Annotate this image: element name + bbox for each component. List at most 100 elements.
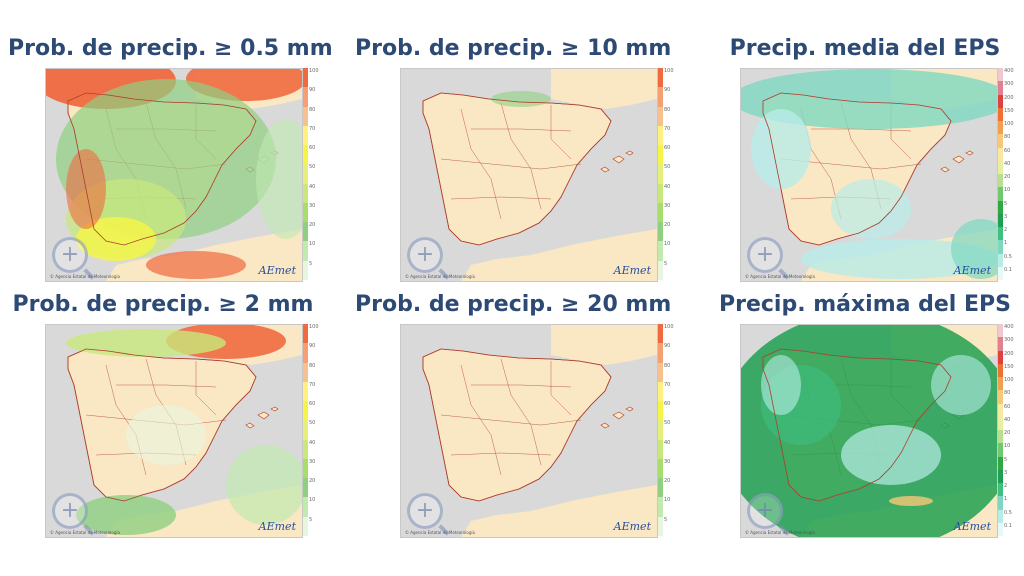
zoom-icon[interactable]: +: [407, 493, 443, 529]
scale-tick-label: 300: [1004, 81, 1014, 88]
map-panel-max[interactable]: Precip. máxima del EPS + AEmet © Agencia Es…: [710, 292, 1020, 552]
scale-tick-label: 10: [309, 497, 316, 504]
scale-tick-label: 150: [1004, 107, 1014, 114]
scale-tick-label: 20: [309, 478, 316, 485]
scale-tick-label: 400: [1004, 68, 1014, 74]
scale-tick-label: 0.1: [1004, 522, 1012, 529]
scale-tick-label: 20: [664, 478, 671, 485]
scale-swatch: [303, 145, 308, 165]
scale-swatch: [998, 390, 1003, 404]
credit-text: © Agencia Estatal de Meteorología: [50, 274, 120, 279]
precip-area: [76, 495, 176, 535]
scale-tick-label: 60: [309, 145, 316, 152]
zoom-icon[interactable]: +: [747, 493, 783, 529]
precip-area: [76, 217, 156, 261]
scale-swatch: [658, 439, 663, 459]
map-panel-p10[interactable]: Prob. de precip. ≥ 10 mm + AEmet © Agencia …: [355, 36, 674, 296]
scale-tick-label: 90: [309, 343, 316, 350]
scale-tick-label: 80: [309, 106, 316, 113]
scale-swatch: [658, 183, 663, 203]
scale-swatch: [998, 253, 1003, 267]
scale-tick-label: 150: [1004, 363, 1014, 370]
scale-tick-label: 100: [309, 68, 319, 74]
precip-area: [751, 109, 811, 189]
scale-tick-label: 0.5: [1004, 509, 1012, 516]
precip-area: [741, 69, 997, 129]
scale-swatch: [658, 241, 663, 261]
map-panel-p20[interactable]: Prob. de precip. ≥ 20 mm + AEmet © Agencia …: [355, 292, 674, 552]
scale-swatch: [998, 443, 1003, 457]
scale-swatch: [658, 401, 663, 421]
scale-tick-label: 100: [309, 324, 319, 330]
forecast-map[interactable]: + AEmet © Agencia Estatal de Meteorología: [740, 324, 998, 538]
scale-swatch: [658, 164, 663, 184]
color-scale-bar: 100 90 80 70 60 50 40 30 20 10 5: [658, 68, 674, 280]
credit-text: © Agencia Estatal de Meteorología: [405, 530, 475, 535]
scale-tick-label: 40: [309, 439, 316, 446]
color-scale-bar: 400 300 200 150 100 80 60 40 20 10 5 3 2 1 0.5 0.1: [998, 324, 1014, 536]
scale-tick-label: 200: [1004, 350, 1014, 357]
scale-tick-label: 50: [309, 420, 316, 427]
scale-swatch: [998, 266, 1003, 280]
credit-text: © Agencia Estatal de Meteorología: [745, 274, 815, 279]
scale-swatch: [658, 343, 663, 363]
scale-swatch: [998, 200, 1003, 214]
forecast-map[interactable]: + AEmet © Agencia Estatal de Meteorología: [45, 68, 303, 282]
credit-text: © Agencia Estatal de Meteorología: [405, 274, 475, 279]
scale-tick-label: 3: [1004, 469, 1008, 476]
map-panel-p05[interactable]: Prob. de precip. ≥ 0.5 mm + AEmet © Agencia…: [8, 36, 333, 296]
scale-tick-label: 1: [1004, 496, 1008, 503]
scale-tick-label: 100: [664, 68, 674, 74]
scale-tick-label: 10: [309, 241, 316, 248]
scale-tick-label: 60: [1004, 403, 1011, 410]
scale-swatch: [303, 202, 308, 223]
precip-area: [226, 445, 302, 525]
forecast-map[interactable]: + AEmet © Agencia Estatal de Meteorología: [400, 324, 658, 538]
precip-area: [831, 179, 911, 239]
forecast-map[interactable]: + AEmet © Agencia Estatal de Meteorología: [45, 324, 303, 538]
scale-swatch: [303, 478, 308, 498]
zoom-icon[interactable]: +: [747, 237, 783, 273]
forecast-map[interactable]: + AEmet © Agencia Estatal de Meteorología: [400, 68, 658, 282]
scale-swatch: [998, 509, 1003, 523]
scale-swatch: [303, 324, 308, 344]
scale-swatch: [998, 121, 1003, 135]
plus-icon: +: [755, 242, 775, 267]
scale-swatch: [303, 420, 308, 440]
scale-swatch: [303, 516, 308, 536]
scale-swatch: [998, 456, 1003, 470]
map-panel-p2[interactable]: Prob. de precip. ≥ 2 mm + AEmet © Agencia E…: [8, 292, 319, 552]
aemet-logo: AEmet: [953, 264, 991, 277]
scale-swatch: [303, 343, 308, 363]
map-graphic: [741, 69, 997, 281]
zoom-icon[interactable]: +: [52, 237, 88, 273]
precip-area: [256, 119, 302, 239]
scale-tick-label: 80: [1004, 390, 1011, 397]
forecast-map[interactable]: + AEmet © Agencia Estatal de Meteorología: [740, 68, 998, 282]
aemet-logo: AEmet: [258, 520, 296, 533]
precip-area: [146, 251, 246, 279]
scale-swatch: [658, 497, 663, 517]
scale-tick-label: 5: [664, 516, 668, 523]
map-panel-mean[interactable]: Precip. media del EPS + AEmet © Agencia Est…: [710, 36, 1020, 296]
scale-tick-label: 60: [309, 401, 316, 408]
scale-swatch: [998, 469, 1003, 483]
scale-tick-label: 10: [1004, 187, 1011, 194]
scale-swatch: [303, 125, 308, 146]
scale-tick-label: 30: [309, 458, 316, 465]
scale-swatch: [303, 183, 308, 203]
scale-tick-label: 70: [309, 381, 316, 388]
scale-swatch: [658, 125, 663, 146]
scale-swatch: [303, 68, 308, 88]
zoom-icon[interactable]: +: [52, 493, 88, 529]
panel-title: Precip. máxima del EPS: [718, 292, 1012, 317]
precip-area: [66, 329, 226, 357]
scale-swatch: [303, 401, 308, 421]
scale-tick-label: 80: [1004, 134, 1011, 141]
scale-swatch: [303, 241, 308, 261]
scale-tick-label: 60: [664, 145, 671, 152]
scale-tick-label: 3: [1004, 213, 1008, 220]
scale-swatch: [658, 420, 663, 440]
color-scale-bar: 100 90 80 70 60 50 40 30 20 10 5: [303, 68, 319, 280]
zoom-icon[interactable]: +: [407, 237, 443, 273]
